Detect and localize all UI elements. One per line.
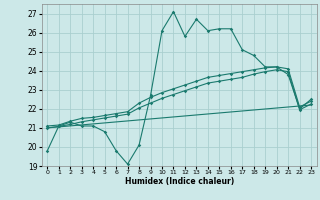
X-axis label: Humidex (Indice chaleur): Humidex (Indice chaleur) xyxy=(124,177,234,186)
